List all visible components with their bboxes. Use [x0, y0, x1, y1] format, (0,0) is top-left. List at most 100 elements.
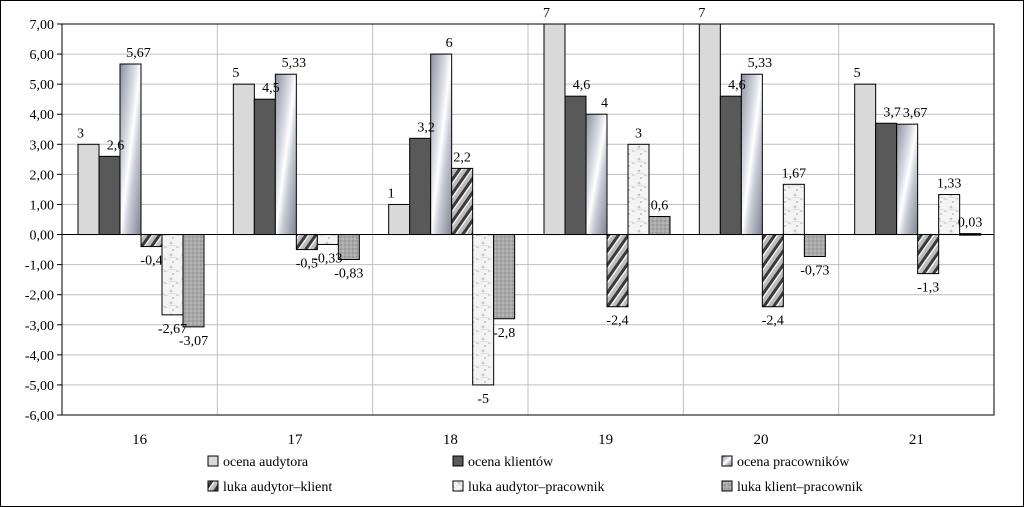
legend-swatch	[207, 480, 219, 492]
data-label: 3,2	[417, 120, 435, 135]
bar	[182, 234, 205, 328]
data-label: 5	[854, 66, 861, 81]
data-label: 3,7	[883, 105, 901, 120]
bar	[761, 234, 784, 308]
bar	[719, 95, 742, 236]
bar	[803, 234, 826, 257]
legend-label: luka audytor–klient	[223, 480, 332, 495]
data-label: 0,03	[958, 216, 983, 231]
bar	[493, 234, 516, 320]
data-label: 5,33	[748, 56, 773, 71]
data-label: 7	[543, 6, 550, 21]
y-tick-label: 7,00	[30, 18, 55, 33]
legend-swatch	[452, 455, 464, 467]
data-label: -2,4	[606, 314, 628, 329]
data-label: 1,67	[782, 166, 807, 181]
bar	[938, 194, 961, 236]
data-label: 3	[77, 126, 84, 141]
bar	[627, 143, 650, 236]
data-label: 4,6	[728, 78, 746, 93]
legend-swatch	[452, 480, 464, 492]
bar	[232, 83, 255, 236]
bar	[316, 234, 339, 245]
data-label: -0,5	[296, 257, 318, 272]
bar	[854, 83, 877, 236]
bar	[564, 95, 587, 236]
data-label: 2,2	[453, 150, 471, 165]
data-label: -0,73	[800, 263, 829, 278]
bar	[274, 73, 297, 236]
y-tick-label: -1,00	[25, 259, 54, 274]
data-label: 1	[388, 186, 395, 201]
bar	[161, 234, 184, 316]
y-tick-label: 2,00	[30, 168, 55, 183]
bar	[472, 234, 495, 386]
legend-label: luka klient–pracownik	[737, 480, 863, 495]
bar	[698, 23, 721, 236]
data-label: 7	[698, 6, 705, 21]
bar	[77, 143, 100, 236]
bar	[388, 203, 411, 236]
y-tick-label: 3,00	[30, 138, 55, 153]
data-label: 0,6	[651, 198, 669, 213]
y-tick-label: -2,00	[25, 289, 54, 304]
data-label: -0,33	[313, 251, 342, 266]
bar	[782, 183, 805, 236]
data-label: 3,67	[903, 106, 928, 121]
x-category-label: 19	[598, 432, 613, 448]
y-tick-label: -3,00	[25, 319, 54, 334]
legend-swatch	[721, 480, 733, 492]
bar	[295, 234, 318, 251]
legend-swatch	[207, 455, 219, 467]
data-label: -5	[477, 392, 489, 407]
bar	[585, 113, 608, 236]
bar	[253, 98, 276, 236]
data-label: 4,6	[573, 78, 591, 93]
y-tick-label: 1,00	[30, 198, 55, 213]
x-category-label: 21	[909, 432, 924, 448]
bar	[543, 23, 566, 236]
data-label: 3	[635, 126, 642, 141]
bar	[430, 53, 453, 236]
data-label: -0,4	[140, 254, 162, 269]
data-label: -2,67	[158, 322, 187, 337]
plot-area	[61, 23, 995, 416]
legend-label: ocena klientów	[468, 455, 554, 470]
y-tick-label: -6,00	[25, 409, 54, 424]
data-label: 5,67	[126, 46, 151, 61]
data-label: 4,5	[262, 81, 280, 96]
legend-label: ocena audytora	[223, 455, 309, 470]
bar	[451, 167, 474, 236]
bar	[875, 122, 898, 236]
legend-label: ocena pracowników	[737, 455, 850, 470]
y-tick-label: -4,00	[25, 349, 54, 364]
data-label: 5,33	[282, 56, 307, 71]
y-tick-label: 6,00	[30, 48, 55, 63]
data-label: 1,33	[937, 177, 962, 192]
data-label: 4	[601, 96, 608, 111]
bar	[409, 137, 432, 236]
y-tick-label: 5,00	[30, 78, 55, 93]
y-tick-label: 0,00	[30, 229, 55, 244]
bar	[606, 234, 629, 308]
data-label: -1,3	[917, 281, 939, 296]
data-label: 5	[232, 66, 239, 81]
data-label: 2,6	[107, 138, 125, 153]
data-label: -2,8	[493, 326, 515, 341]
data-label: -2,4	[762, 314, 784, 329]
data-label: -3,07	[179, 334, 208, 349]
bar	[740, 73, 763, 236]
x-category-label: 17	[288, 432, 304, 448]
bar	[896, 123, 919, 236]
data-label: 6	[446, 36, 453, 51]
bar	[917, 234, 940, 275]
legend-swatch	[721, 455, 733, 467]
bar	[140, 234, 163, 248]
x-category-label: 18	[443, 432, 458, 448]
legend-label: luka audytor–pracownik	[468, 480, 604, 495]
x-category-label: 16	[132, 432, 148, 448]
bar	[98, 155, 121, 236]
y-tick-label: -5,00	[25, 379, 54, 394]
